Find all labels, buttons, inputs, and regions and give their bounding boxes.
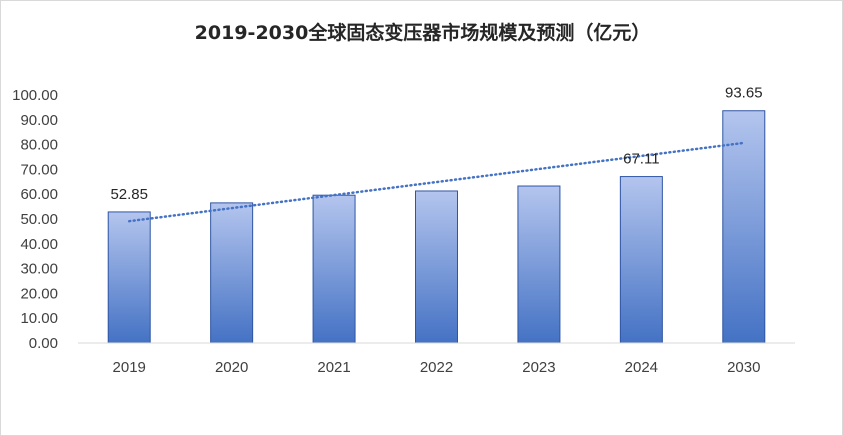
trendline-linear	[127, 141, 746, 223]
y-tick-label: 40.00	[20, 236, 58, 253]
y-tick-label: 10.00	[20, 310, 58, 327]
y-tick-label: 60.00	[20, 186, 58, 203]
chart-title: 2019-2030全球固态变压器市场规模及预测（亿元）	[194, 22, 651, 44]
x-tick-label: 2021	[317, 359, 350, 376]
bar-2019	[107, 211, 151, 344]
x-tick-label: 2024	[625, 359, 658, 376]
bar-2020	[210, 202, 254, 344]
data-label-2024: 67.11	[623, 151, 659, 168]
x-tick-label: 2023	[522, 359, 555, 376]
x-tick-label: 2022	[420, 359, 453, 376]
data-label-2019: 52.85	[110, 186, 148, 203]
y-tick-label: 80.00	[20, 137, 58, 154]
trendline	[127, 141, 746, 223]
bar-2024	[619, 176, 663, 344]
data-label-2030: 93.65	[725, 85, 763, 102]
y-tick-label: 90.00	[20, 112, 58, 129]
x-axis: 2019 2020 2021 2022 2023 2024 2030	[113, 359, 761, 376]
y-tick-label: 30.00	[20, 261, 58, 278]
y-axis: 0.00 10.00 20.00 30.00 40.00 50.00 60.00 70.00 8…	[12, 87, 58, 352]
bar-2021	[312, 194, 356, 344]
bar-2022	[415, 190, 458, 344]
bar-2023	[517, 185, 561, 344]
y-tick-label: 100.00	[12, 87, 58, 104]
y-tick-label: 50.00	[20, 211, 58, 228]
x-tick-label: 2030	[727, 359, 760, 376]
y-tick-label: 0.00	[29, 335, 58, 352]
data-labels: 52.85 67.11 93.65	[110, 85, 762, 203]
y-tick-label: 20.00	[20, 285, 58, 302]
x-tick-label: 2020	[215, 359, 248, 376]
x-tick-label: 2019	[113, 359, 146, 376]
bars	[107, 110, 766, 344]
y-tick-label: 70.00	[20, 161, 58, 178]
